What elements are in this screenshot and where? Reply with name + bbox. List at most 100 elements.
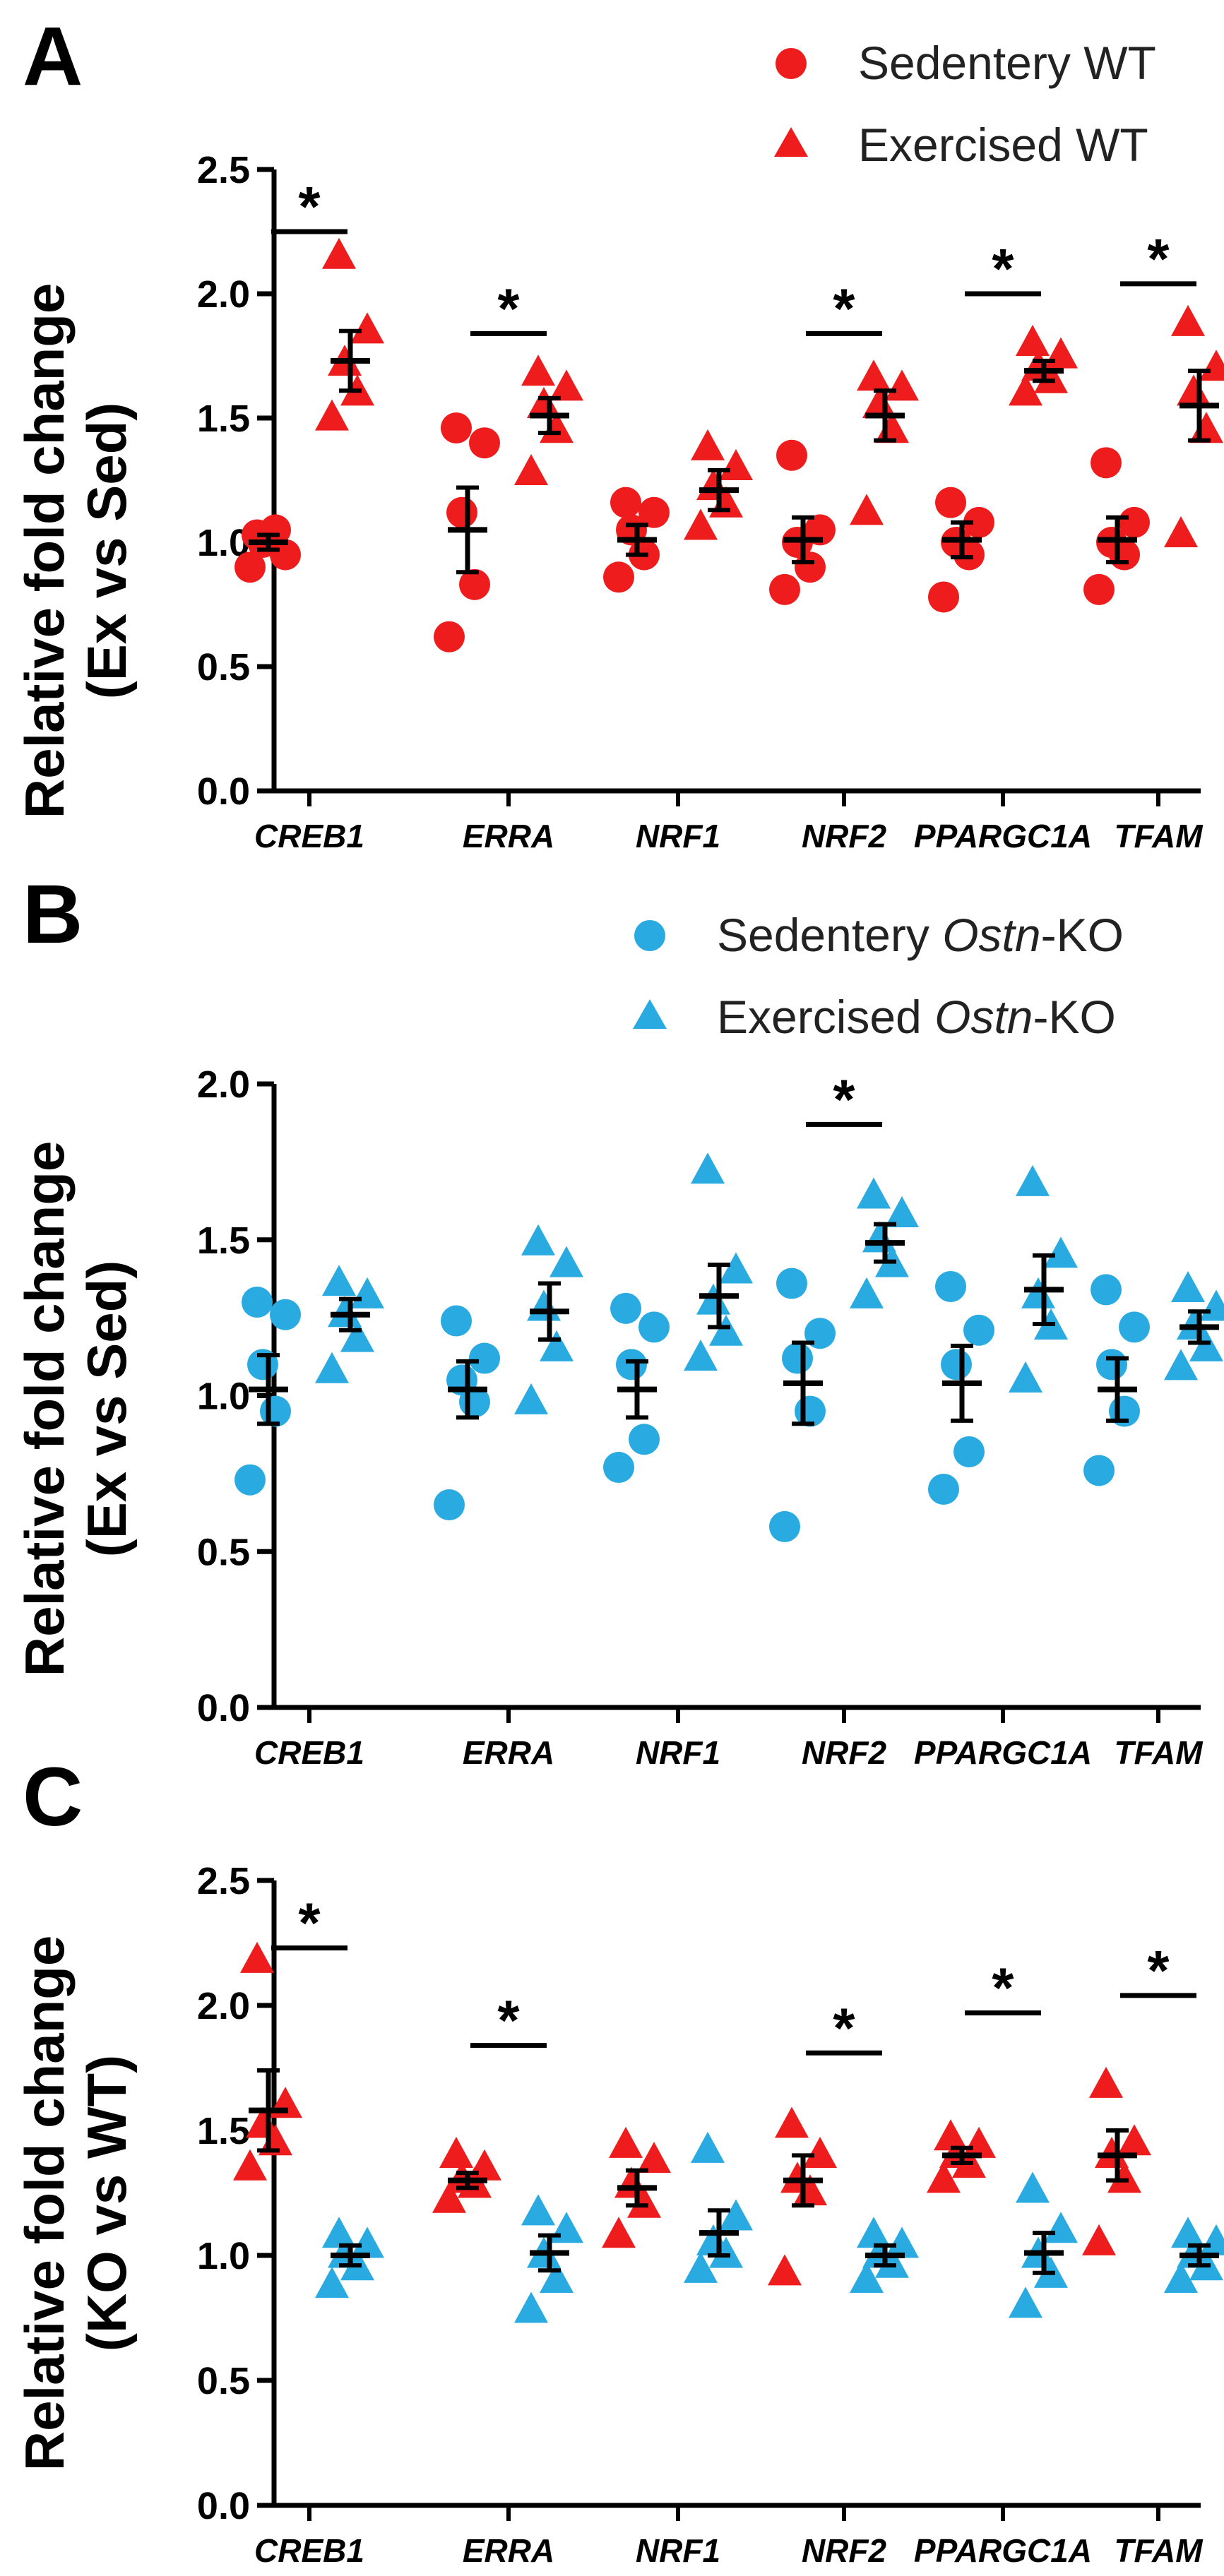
data-point xyxy=(1107,2161,1141,2193)
data-point xyxy=(1095,2137,1129,2168)
data-point xyxy=(602,2217,636,2248)
data-point xyxy=(691,429,725,460)
data-point xyxy=(540,2262,574,2293)
x-category-label: ERRA xyxy=(463,818,554,854)
data-point xyxy=(549,1246,583,1277)
data-point xyxy=(719,1252,753,1284)
data-point xyxy=(782,1342,813,1374)
legend-marker-exercised-ko xyxy=(633,999,667,1029)
data-point xyxy=(769,573,800,605)
data-point xyxy=(322,237,356,269)
legend-panel-a: Sedentery WT Exercised WT xyxy=(774,37,1156,171)
data-point xyxy=(862,387,896,418)
data-point xyxy=(1171,304,1205,336)
x-category-label: PPARGC1A xyxy=(914,2532,1092,2569)
data-point xyxy=(242,1287,273,1318)
series-sedentery-ostn-ko xyxy=(234,1268,1150,1542)
data-point xyxy=(1082,2224,1116,2255)
data-point xyxy=(446,496,477,528)
significance-star: * xyxy=(833,277,855,340)
data-point xyxy=(434,1489,465,1521)
chart-panel-b: Relative fold change (Ex vs Sed) 0.0 0.5 1… xyxy=(13,1063,1224,1771)
legend-panel-b: Sedentery Ostn-KO Exercised Ostn-KO xyxy=(633,909,1124,1043)
data-point xyxy=(1044,1236,1078,1268)
data-point xyxy=(638,1311,670,1343)
y-tick-label: 0.5 xyxy=(197,2360,250,2402)
legend-label-sedentary-wt: Sedentery WT xyxy=(858,37,1156,89)
data-point xyxy=(1016,1164,1050,1196)
data-point xyxy=(719,449,753,480)
data-point xyxy=(1044,337,1078,369)
data-point xyxy=(1177,2236,1211,2268)
data-point xyxy=(769,1510,800,1542)
panel-label-a: A xyxy=(23,10,83,103)
data-point xyxy=(328,2236,362,2268)
data-point xyxy=(691,2131,725,2163)
data-point xyxy=(1171,2217,1205,2248)
x-category-label: NRF2 xyxy=(802,1734,887,1771)
data-point xyxy=(521,2194,555,2226)
data-point xyxy=(240,1941,274,1973)
series-ko xyxy=(315,2131,1224,2323)
data-point xyxy=(441,1305,472,1337)
data-point xyxy=(768,2254,802,2286)
significance-star: * xyxy=(833,1996,855,2059)
x-category-label: NRF1 xyxy=(636,818,720,854)
data-point xyxy=(1044,2212,1078,2243)
data-point xyxy=(935,487,966,518)
data-point xyxy=(1009,2286,1042,2318)
x-category-label: NRF1 xyxy=(636,1734,720,1771)
data-point xyxy=(527,1289,561,1321)
y-tick-label: 1.5 xyxy=(197,2110,250,2152)
data-point xyxy=(629,1424,660,1455)
data-point xyxy=(691,1152,725,1184)
data-point xyxy=(696,1283,730,1315)
significance-star: * xyxy=(833,1068,855,1131)
data-point xyxy=(234,1464,266,1496)
data-point xyxy=(1117,2124,1151,2156)
legend-marker-exercised-wt xyxy=(774,127,808,157)
data-point xyxy=(1016,2171,1050,2203)
data-point xyxy=(469,1342,500,1374)
x-category-label: NRF1 xyxy=(636,2532,720,2569)
y-axis-label-line1: Relative fold change xyxy=(13,1141,76,1677)
x-category-label: ERRA xyxy=(463,2532,554,2569)
data-point xyxy=(709,1314,743,1346)
data-point xyxy=(1009,374,1042,406)
data-point xyxy=(1189,412,1223,443)
series-exercised-ostn-ko xyxy=(315,1152,1224,1414)
data-point xyxy=(1199,2224,1224,2255)
data-point xyxy=(459,568,490,600)
y-tick-label: 0.5 xyxy=(197,646,250,688)
data-point xyxy=(1089,2066,1123,2098)
data-point xyxy=(469,427,500,459)
data-point xyxy=(963,506,994,538)
legend-label-sedentary-ko: Sedentery Ostn-KO xyxy=(717,909,1124,961)
legend-marker-sedentary-ko xyxy=(634,920,665,951)
data-point xyxy=(885,1196,919,1228)
data-point xyxy=(1119,1311,1150,1343)
data-point xyxy=(270,1299,301,1330)
data-point xyxy=(637,2142,671,2174)
data-point xyxy=(514,1383,548,1414)
panel-label-c: C xyxy=(23,1751,83,1844)
data-point xyxy=(439,2137,473,2168)
data-point xyxy=(885,2226,919,2258)
x-category-label: NRF2 xyxy=(802,818,887,854)
y-tick-label: 1.5 xyxy=(197,1220,250,1262)
data-point xyxy=(1189,1330,1223,1361)
y-tick-label: 2.0 xyxy=(197,1985,250,2027)
data-point xyxy=(1199,350,1224,381)
data-point xyxy=(434,621,465,652)
y-tick-label: 0.0 xyxy=(197,770,250,813)
significance-star: * xyxy=(1147,1939,1170,2002)
data-point xyxy=(963,1314,994,1346)
data-point xyxy=(1171,1270,1205,1302)
y-axis-label-line2: (KO vs WT) xyxy=(76,2055,138,2351)
data-point xyxy=(603,561,634,593)
y-axis-label-line2: (Ex vs Sed) xyxy=(76,1260,138,1558)
data-point xyxy=(696,2224,730,2255)
data-point xyxy=(432,2181,466,2213)
y-tick-label: 0.0 xyxy=(197,1687,250,1729)
